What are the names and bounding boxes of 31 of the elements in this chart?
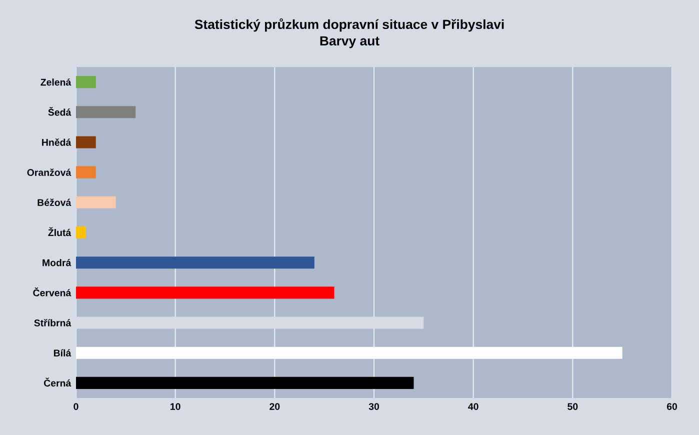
bar xyxy=(76,316,424,329)
y-tick-label: Oranžová xyxy=(27,168,72,176)
bar xyxy=(76,196,116,208)
bar xyxy=(76,286,334,299)
bar xyxy=(76,256,314,269)
x-tick-label: 0 xyxy=(74,403,78,410)
bar xyxy=(76,166,96,178)
bar xyxy=(76,76,96,88)
bar xyxy=(76,136,96,148)
y-tick-label: Hnědá xyxy=(42,138,72,146)
y-tick-label: Zelená xyxy=(40,78,72,86)
x-tick-label: 60 xyxy=(666,403,678,410)
y-tick-label: Bílá xyxy=(54,349,72,356)
chart-title: Statistický průzkum dopravní situace v Přibyslavi xyxy=(194,18,504,32)
y-tick-label: Šedá xyxy=(48,106,72,116)
y-tick-label: Žlutá xyxy=(48,227,72,236)
bar xyxy=(76,346,622,359)
y-tick-label: Stříbrná xyxy=(34,319,72,326)
bar xyxy=(76,106,136,118)
x-tick-label: 30 xyxy=(368,403,380,410)
x-tick-label: 20 xyxy=(270,403,280,410)
bar xyxy=(76,226,86,239)
x-tick-label: 40 xyxy=(468,403,478,410)
bar xyxy=(76,376,414,389)
chart-subtitle: Barvy aut xyxy=(320,36,380,48)
y-tick-label: Béžová xyxy=(38,198,72,206)
y-tick-label: Modrá xyxy=(42,258,72,266)
x-tick-label: 10 xyxy=(170,403,180,410)
y-tick-label: Červená xyxy=(33,287,72,296)
y-tick-label: Černá xyxy=(44,378,72,387)
x-tick-label: 50 xyxy=(568,403,578,410)
